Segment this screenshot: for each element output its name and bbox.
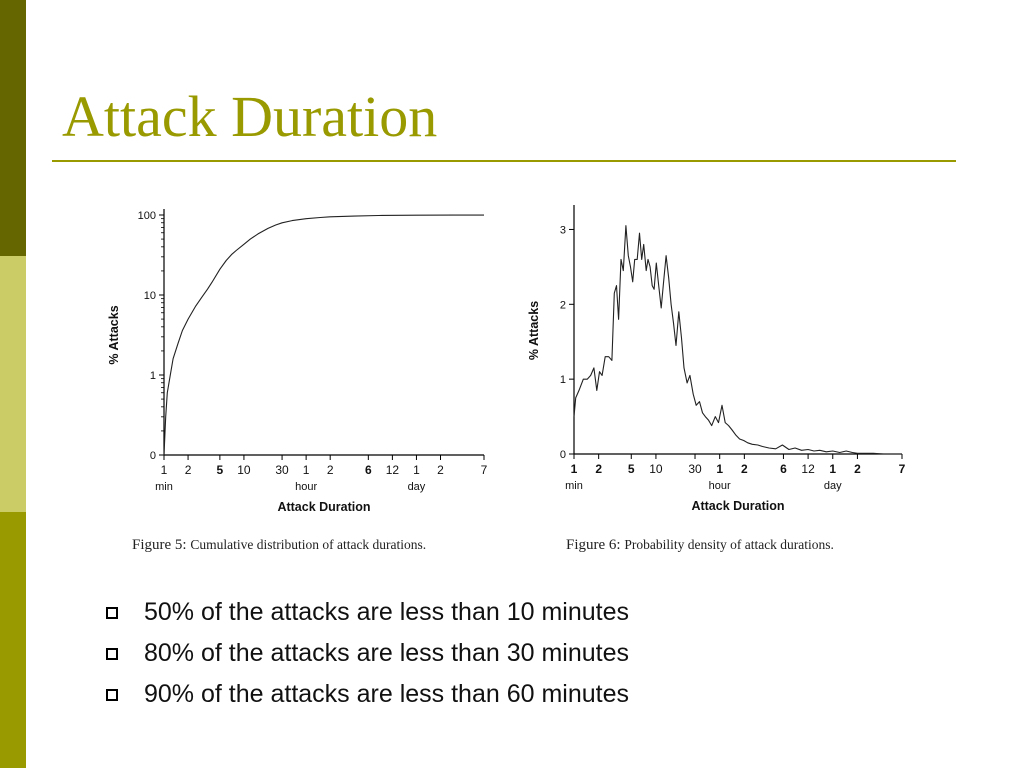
x-tick-label: 5	[628, 462, 635, 476]
x-tick-label: 12	[801, 462, 815, 476]
x-tick-label: 1	[161, 463, 168, 477]
bullet-item: 50% of the attacks are less than 10 minu…	[104, 593, 629, 634]
x-tick-label: 2	[327, 463, 334, 477]
x-axis-label: Attack Duration	[277, 500, 370, 514]
y-tick-label: 3	[560, 224, 566, 236]
x-unit-label: day	[824, 480, 842, 492]
x-tick-label: 6	[365, 463, 372, 477]
y-tick-label: 100	[138, 210, 156, 222]
y-tick-label: 2	[560, 299, 566, 311]
sidebar-segment-top	[0, 0, 26, 256]
x-unit-label: hour	[709, 480, 731, 492]
axes	[573, 205, 902, 455]
caption-number: Figure 5:	[132, 537, 187, 553]
x-tick-label: 10	[649, 462, 663, 476]
x-tick-label: 2	[185, 463, 192, 477]
x-axis-label: Attack Duration	[691, 499, 784, 513]
bullet-item: 90% of the attacks are less than 60 minu…	[104, 675, 629, 716]
bullet-item: 80% of the attacks are less than 30 minu…	[104, 634, 629, 675]
hollow-square-icon	[106, 689, 118, 701]
y-tick-label: 1	[150, 370, 156, 382]
x-tick-label: 1	[413, 463, 420, 477]
figure-6-caption: Figure 6: Probability density of attack …	[566, 537, 834, 554]
x-tick-label: 1	[571, 462, 578, 476]
x-tick-label: 10	[237, 463, 251, 477]
cumulative-distribution-chart: 0 1 10 100 1 2 5 10 30 1 2 6 12 1 2 7 min hour day Attack D…	[100, 195, 500, 525]
y-tick-label: 10	[144, 290, 156, 302]
y-tick-label: 0	[560, 449, 566, 461]
x-tick-label: 2	[595, 462, 602, 476]
data-line	[163, 214, 484, 456]
x-tick-label: 2	[854, 462, 861, 476]
x-tick-label: 6	[780, 462, 787, 476]
y-axis-label: % Attacks	[527, 301, 541, 360]
x-unit-label: hour	[295, 481, 317, 493]
x-tick-label: 1	[303, 463, 310, 477]
x-tick-label: 12	[386, 463, 400, 477]
sidebar-segment-bottom	[0, 512, 26, 768]
axes	[163, 209, 484, 456]
x-tick-label: 1	[716, 462, 723, 476]
caption-text: Cumulative distribution of attack durati…	[190, 537, 427, 552]
x-tick-label: 2	[741, 462, 748, 476]
caption-number: Figure 6:	[566, 537, 621, 553]
figure-5-caption: Figure 5: Cumulative distribution of att…	[132, 537, 426, 554]
slide-title: Attack Duration	[62, 84, 438, 149]
hollow-square-icon	[106, 607, 118, 619]
y-axis-label: % Attacks	[107, 305, 121, 364]
x-unit-label: day	[408, 481, 426, 493]
x-tick-label: 7	[481, 463, 488, 477]
hollow-square-icon	[106, 648, 118, 660]
bullet-text: 50% of the attacks are less than 10 minu…	[144, 598, 629, 626]
caption-text: Probability density of attack durations.	[624, 537, 834, 552]
x-unit-label: min	[565, 480, 583, 492]
probability-density-chart: 0 1 2 3 1 2 5 10 30 1 2 6 12 1 2 7 min hour day Attack Dura…	[525, 195, 925, 525]
x-tick-label: 7	[899, 462, 906, 476]
x-tick-label: 2	[437, 463, 444, 477]
bullet-text: 80% of the attacks are less than 30 minu…	[144, 639, 629, 667]
x-tick-label: 1	[829, 462, 836, 476]
x-tick-label: 30	[275, 463, 289, 477]
sidebar-accent-bar	[0, 0, 26, 768]
x-unit-label: min	[155, 481, 173, 493]
data-line	[573, 225, 902, 455]
y-tick-label: 1	[560, 374, 566, 386]
title-underline	[52, 160, 956, 162]
sidebar-segment-middle	[0, 256, 26, 512]
y-tick-label: 0	[150, 450, 156, 462]
bullet-list: 50% of the attacks are less than 10 minu…	[104, 593, 629, 716]
x-tick-label: 5	[217, 463, 224, 477]
x-tick-label: 30	[688, 462, 702, 476]
bullet-text: 90% of the attacks are less than 60 minu…	[144, 680, 629, 708]
